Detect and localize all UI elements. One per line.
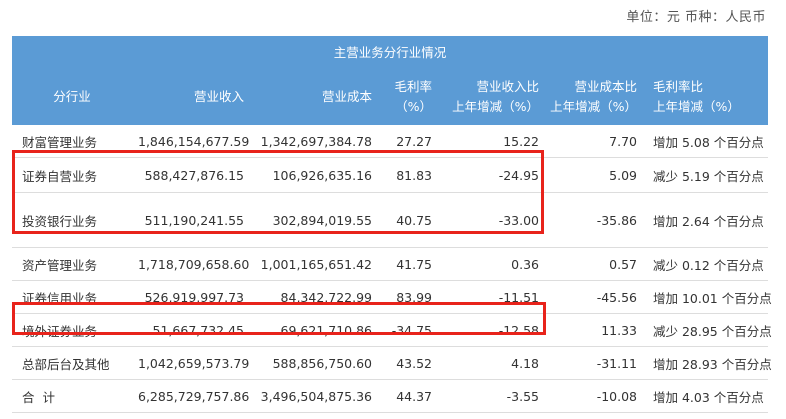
table-row: 证券自营业务 588,427,876.15 106,926,635.16 81.… [12, 157, 769, 193]
margin-cell: 40.75 [378, 192, 438, 248]
cost-cell: 106,926,635.16 [250, 157, 378, 193]
revenue-yoy-cell: -11.51 [438, 280, 545, 314]
margin-cell: 83.99 [378, 280, 438, 314]
segment-name: 资产管理业务 [12, 247, 132, 281]
cost-cell: 69,621,710.86 [250, 313, 378, 347]
table-total-row: 合 计 6,285,729,757.86 3,496,504,875.36 44… [12, 379, 769, 413]
segment-name: 财富管理业务 [12, 125, 132, 158]
segment-name: 总部后台及其他 [12, 346, 132, 380]
cost-yoy-cell: 5.09 [545, 157, 643, 193]
margin-yoy-cell: 增加 5.08 个百分点 [643, 125, 769, 158]
revenue-yoy-cell: -33.00 [438, 192, 545, 248]
cost-cell: 588,856,750.60 [250, 346, 378, 380]
business-segment-table: 主营业务分行业情况 分行业 营业收入 营业成本 毛利率 （%） 营业收入比 上年增减… [12, 36, 772, 413]
total-label: 合 计 [12, 379, 132, 413]
header-cost-yoy: 营业成本比 上年增减（%） [545, 69, 643, 125]
table-row: 证券信用业务 526,919,997.73 84,342,722.99 83.9… [12, 280, 772, 314]
margin-yoy-cell: 减少 0.12 个百分点 [643, 247, 769, 281]
header-segment: 分行业 [12, 69, 132, 125]
margin-yoy-cell: 减少 5.19 个百分点 [643, 157, 769, 193]
margin-yoy-cell: 增加 10.01 个百分点 [643, 280, 772, 314]
cost-yoy-cell: 7.70 [545, 125, 643, 158]
table-header-row: 分行业 营业收入 营业成本 毛利率 （%） 营业收入比 上年增减（%） 营业成本比上… [12, 69, 769, 125]
cost-cell: 1,001,165,651.42 [250, 247, 378, 281]
header-revenue: 营业收入 [132, 69, 250, 125]
margin-cell: 44.37 [378, 379, 438, 413]
cost-yoy-cell: -35.86 [545, 192, 643, 248]
table-title: 主营业务分行业情况 [12, 36, 769, 69]
header-revenue-yoy: 营业收入比 上年增减（%） [438, 69, 545, 125]
margin-cell: 27.27 [378, 125, 438, 158]
revenue-cell: 588,427,876.15 [132, 157, 250, 193]
cost-yoy-cell: -45.56 [545, 280, 643, 314]
revenue-cell: 511,190,241.55 [132, 192, 250, 248]
margin-cell: -34.75 [378, 313, 438, 347]
margin-yoy-cell: 增加 4.03 个百分点 [643, 379, 769, 413]
table-row: 总部后台及其他 1,042,659,573.79 588,856,750.60 … [12, 346, 772, 380]
cost-yoy-cell: 0.57 [545, 247, 643, 281]
table-title-row: 主营业务分行业情况 [12, 36, 769, 69]
margin-cell: 41.75 [378, 247, 438, 281]
table-row: 财富管理业务 1,846,154,677.59 1,342,697,384.78… [12, 125, 769, 158]
revenue-yoy-cell: -24.95 [438, 157, 545, 193]
segment-name: 境外证券业务 [12, 313, 132, 347]
table-row: 资产管理业务 1,718,709,658.60 1,001,165,651.42… [12, 247, 769, 281]
revenue-yoy-cell: -12.58 [438, 313, 545, 347]
revenue-cell: 1,846,154,677.59 [132, 125, 250, 158]
segment-name: 证券自营业务 [12, 157, 132, 193]
segment-name: 投资银行业务 [12, 192, 132, 248]
revenue-yoy-cell: 0.36 [438, 247, 545, 281]
cost-cell: 3,496,504,875.36 [250, 379, 378, 413]
segment-name: 证券信用业务 [12, 280, 132, 314]
header-gross-margin: 毛利率 （%） [378, 69, 438, 125]
revenue-cell: 526,919,997.73 [132, 280, 250, 314]
margin-yoy-cell: 增加 2.64 个百分点 [643, 192, 769, 248]
cost-cell: 84,342,722.99 [250, 280, 378, 314]
cost-cell: 302,894,019.55 [250, 192, 378, 248]
revenue-cell: 51,667,732.45 [132, 313, 250, 347]
revenue-cell: 1,042,659,573.79 [132, 346, 250, 380]
header-margin-yoy: 毛利率比 上年增减（%） [643, 69, 769, 125]
table-row: 投资银行业务 511,190,241.55 302,894,019.55 40.… [12, 192, 769, 248]
revenue-yoy-cell: -3.55 [438, 379, 545, 413]
margin-cell: 43.52 [378, 346, 438, 380]
table-row: 境外证券业务 51,667,732.45 69,621,710.86 -34.7… [12, 313, 772, 347]
revenue-yoy-cell: 15.22 [438, 125, 545, 158]
cost-yoy-cell: 11.33 [545, 313, 643, 347]
cost-yoy-cell: -31.11 [545, 346, 643, 380]
margin-yoy-cell: 增加 28.93 个百分点 [643, 346, 772, 380]
revenue-cell: 1,718,709,658.60 [132, 247, 250, 281]
cost-yoy-cell: -10.08 [545, 379, 643, 413]
revenue-yoy-cell: 4.18 [438, 346, 545, 380]
cost-cell: 1,342,697,384.78 [250, 125, 378, 158]
margin-yoy-cell: 减少 28.95 个百分点 [643, 313, 772, 347]
header-cost: 营业成本 [250, 69, 378, 125]
margin-cell: 81.83 [378, 157, 438, 193]
unit-currency-note: 单位：元 币种：人民币 [626, 10, 766, 25]
revenue-cell: 6,285,729,757.86 [132, 379, 250, 413]
